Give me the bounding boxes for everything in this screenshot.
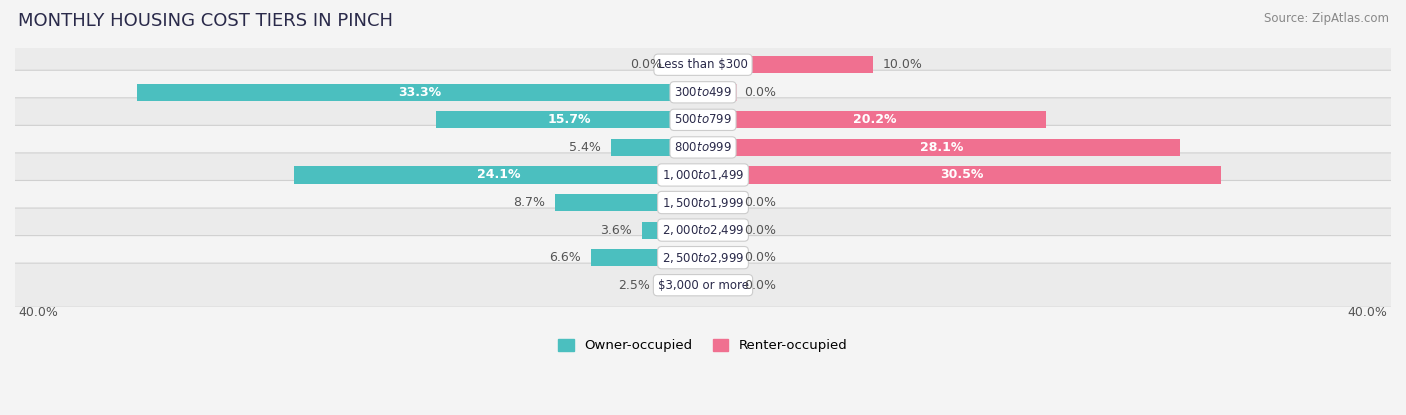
Text: 6.6%: 6.6% xyxy=(548,251,581,264)
Text: $1,000 to $1,499: $1,000 to $1,499 xyxy=(662,168,744,182)
FancyBboxPatch shape xyxy=(10,125,1396,169)
Text: MONTHLY HOUSING COST TIERS IN PINCH: MONTHLY HOUSING COST TIERS IN PINCH xyxy=(18,12,394,30)
Text: $800 to $999: $800 to $999 xyxy=(673,141,733,154)
Text: 15.7%: 15.7% xyxy=(548,113,592,126)
FancyBboxPatch shape xyxy=(10,236,1396,280)
Bar xyxy=(703,277,737,294)
Bar xyxy=(661,277,703,294)
FancyBboxPatch shape xyxy=(10,208,1396,252)
Text: $1,500 to $1,999: $1,500 to $1,999 xyxy=(662,195,744,210)
Bar xyxy=(555,194,703,211)
Text: 20.2%: 20.2% xyxy=(853,113,897,126)
FancyBboxPatch shape xyxy=(10,98,1396,142)
Bar xyxy=(138,84,703,101)
Bar xyxy=(643,222,703,239)
Text: $300 to $499: $300 to $499 xyxy=(673,86,733,99)
Text: 0.0%: 0.0% xyxy=(744,279,776,292)
Bar xyxy=(669,56,703,73)
Bar xyxy=(703,139,1181,156)
Text: 10.0%: 10.0% xyxy=(883,58,922,71)
Text: 0.0%: 0.0% xyxy=(744,196,776,209)
Text: 24.1%: 24.1% xyxy=(477,168,520,181)
FancyBboxPatch shape xyxy=(10,43,1396,87)
Text: 33.3%: 33.3% xyxy=(398,86,441,99)
Text: $3,000 or more: $3,000 or more xyxy=(658,279,748,292)
Bar xyxy=(703,249,737,266)
Text: Source: ZipAtlas.com: Source: ZipAtlas.com xyxy=(1264,12,1389,25)
Text: 2.5%: 2.5% xyxy=(619,279,651,292)
Bar xyxy=(703,56,873,73)
Bar xyxy=(703,84,737,101)
FancyBboxPatch shape xyxy=(10,70,1396,115)
FancyBboxPatch shape xyxy=(10,263,1396,307)
Text: $2,000 to $2,499: $2,000 to $2,499 xyxy=(662,223,744,237)
Text: 30.5%: 30.5% xyxy=(941,168,984,181)
Bar xyxy=(591,249,703,266)
Text: $500 to $799: $500 to $799 xyxy=(673,113,733,126)
Legend: Owner-occupied, Renter-occupied: Owner-occupied, Renter-occupied xyxy=(553,334,853,358)
Bar xyxy=(294,166,703,183)
FancyBboxPatch shape xyxy=(10,153,1396,197)
Text: 5.4%: 5.4% xyxy=(569,141,602,154)
Text: 0.0%: 0.0% xyxy=(630,58,662,71)
Text: Less than $300: Less than $300 xyxy=(658,58,748,71)
Bar xyxy=(436,111,703,128)
Text: 0.0%: 0.0% xyxy=(744,86,776,99)
Bar xyxy=(612,139,703,156)
Bar xyxy=(703,194,737,211)
Bar xyxy=(703,222,737,239)
Text: 0.0%: 0.0% xyxy=(744,251,776,264)
Text: 3.6%: 3.6% xyxy=(600,224,631,237)
Text: 0.0%: 0.0% xyxy=(744,224,776,237)
Bar xyxy=(703,166,1222,183)
Bar xyxy=(703,111,1046,128)
Text: 40.0%: 40.0% xyxy=(18,306,58,319)
FancyBboxPatch shape xyxy=(10,181,1396,225)
Text: 8.7%: 8.7% xyxy=(513,196,546,209)
Text: 40.0%: 40.0% xyxy=(1348,306,1388,319)
Text: $2,500 to $2,999: $2,500 to $2,999 xyxy=(662,251,744,265)
Text: 28.1%: 28.1% xyxy=(920,141,963,154)
